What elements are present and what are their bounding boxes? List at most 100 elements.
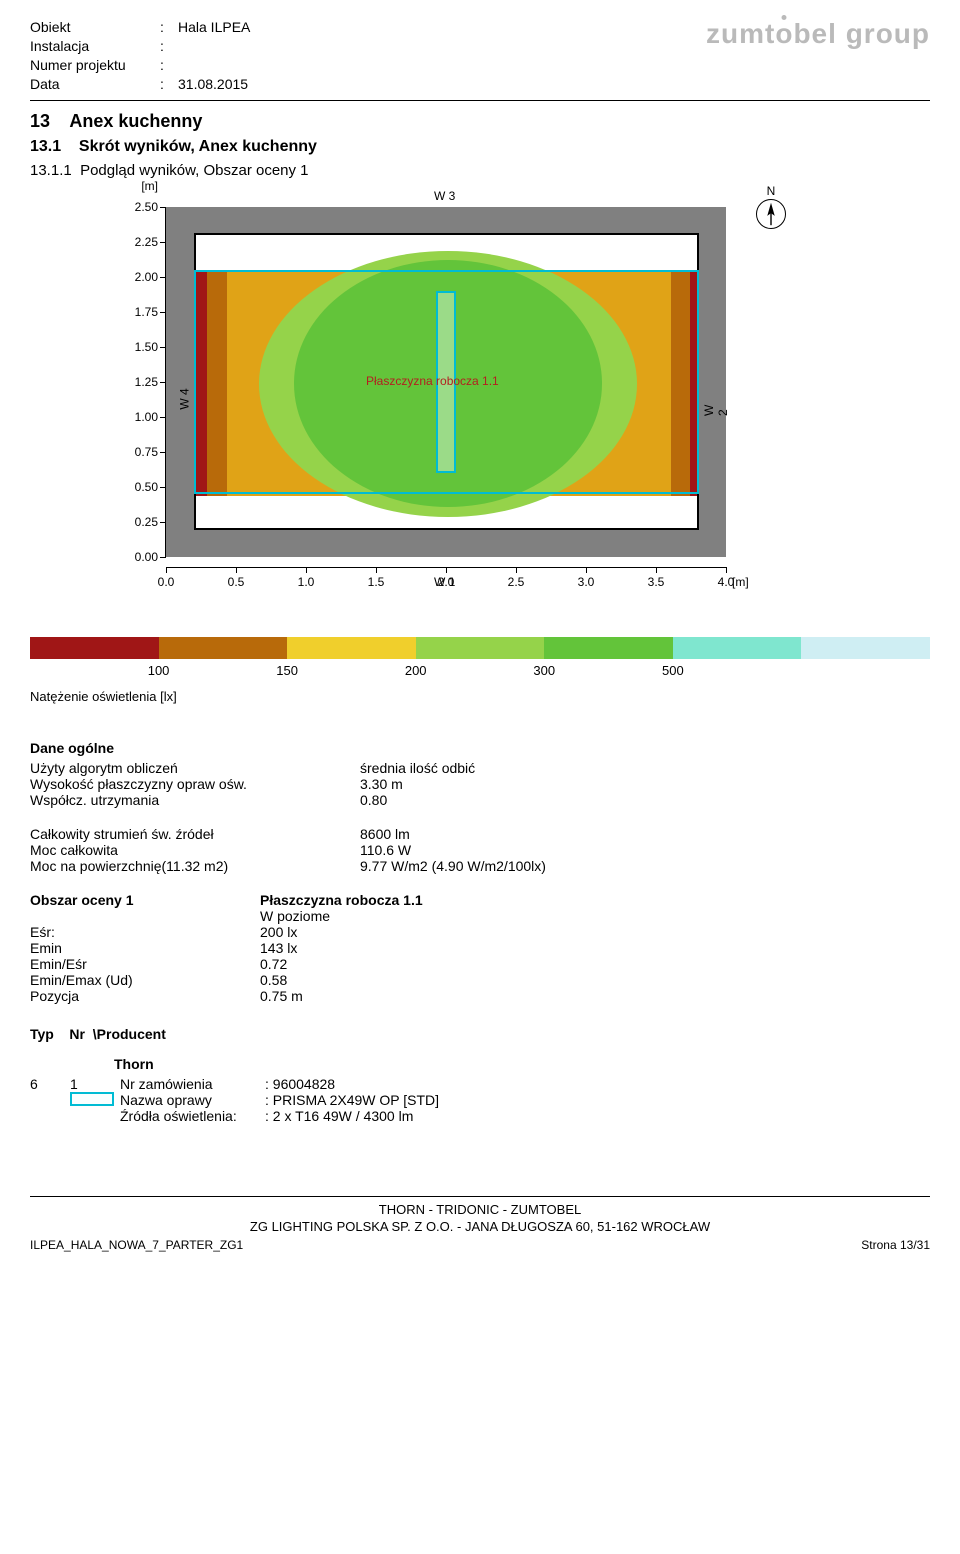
data-row: Pozycja0.75 m bbox=[30, 988, 930, 1004]
color-scale-cell bbox=[416, 637, 545, 659]
color-scale-cell bbox=[159, 637, 288, 659]
col-head-prod: \Producent bbox=[93, 1026, 166, 1042]
meta-label: Instalacja bbox=[30, 37, 160, 56]
data-key: Moc całkowita bbox=[30, 842, 360, 858]
data-value: średnia ilość odbić bbox=[360, 760, 475, 776]
data-value: 200 lx bbox=[260, 924, 297, 940]
data-key: Emin bbox=[30, 940, 260, 956]
y-tick-label: 1.00 bbox=[135, 410, 158, 424]
isoline-chart: [m] 0.000.250.500.751.001.251.501.752.00… bbox=[30, 207, 930, 601]
compass-n-label: N bbox=[767, 184, 776, 198]
data-value: 0.75 m bbox=[260, 988, 303, 1004]
data-row: Emin143 lx bbox=[30, 940, 930, 956]
subsection-text: Skrót wyników, Anex kuchenny bbox=[79, 138, 317, 155]
y-tick-label: 0.25 bbox=[135, 515, 158, 529]
product-line-value: : 96004828 bbox=[265, 1076, 335, 1092]
meta-value: Hala ILPEA bbox=[178, 18, 250, 37]
x-tick-label: 0.0 bbox=[158, 575, 175, 589]
data-key: Współcz. utrzymania bbox=[30, 792, 360, 808]
data-row: Moc całkowita110.6 W bbox=[30, 842, 930, 858]
section-number: 13 bbox=[30, 111, 50, 131]
brand-logo: zumtobel group bbox=[706, 18, 930, 50]
wall-label: W 2 bbox=[702, 396, 730, 416]
meta-row: Instalacja: bbox=[30, 37, 250, 56]
data-row: Użyty algorytm obliczeńśrednia ilość odb… bbox=[30, 760, 930, 776]
meta-row: Data:31.08.2015 bbox=[30, 75, 250, 94]
plot-area: Płaszczyzna robocza 1.1W 3W 1W 4W 2N bbox=[166, 207, 726, 557]
footer-left: ILPEA_HALA_NOWA_7_PARTER_ZG1 bbox=[30, 1238, 243, 1252]
data-value: 0.80 bbox=[360, 792, 387, 808]
data-key: Eśr: bbox=[30, 924, 260, 940]
footer-divider bbox=[30, 1196, 930, 1197]
color-scale-tick-label: 200 bbox=[405, 663, 427, 678]
data-row: Moc na powierzchnię(11.32 m2)9.77 W/m2 (… bbox=[30, 858, 930, 874]
brand-text-right: group bbox=[846, 18, 930, 49]
meta-value: 31.08.2015 bbox=[178, 75, 248, 94]
data-row: Eśr:200 lx bbox=[30, 924, 930, 940]
data-row: Wysokość płaszczyzny opraw ośw.3.30 m bbox=[30, 776, 930, 792]
data-key: Całkowity strumień św. źródeł bbox=[30, 826, 360, 842]
y-tick-label: 1.25 bbox=[135, 375, 158, 389]
data-value: 0.72 bbox=[260, 956, 287, 972]
data-row: Emin/Eśr0.72 bbox=[30, 956, 930, 972]
color-scale-title: Natężenie oświetlenia [lx] bbox=[30, 689, 930, 704]
wall-label: W 4 bbox=[178, 388, 192, 409]
x-tick-label: 3.5 bbox=[648, 575, 665, 589]
data-value: 9.77 W/m2 (4.90 W/m2/100lx) bbox=[360, 858, 546, 874]
data-row: Emin/Emax (Ud)0.58 bbox=[30, 972, 930, 988]
data-key: Moc na powierzchnię(11.32 m2) bbox=[30, 858, 360, 874]
x-tick-label: 3.0 bbox=[578, 575, 595, 589]
y-tick-label: 0.50 bbox=[135, 480, 158, 494]
data-value: 8600 lm bbox=[360, 826, 410, 842]
data-value: 110.6 W bbox=[360, 842, 411, 858]
x-axis: 0.00.51.01.52.02.53.03.54.0[m] bbox=[166, 567, 726, 601]
col-head-typ: Typ bbox=[30, 1026, 54, 1042]
y-tick-label: 0.75 bbox=[135, 445, 158, 459]
color-scale-cell bbox=[30, 637, 159, 659]
y-tick-label: 0.00 bbox=[135, 550, 158, 564]
color-scale-cell bbox=[673, 637, 802, 659]
meta-label: Data bbox=[30, 75, 160, 94]
area-orientation: W poziome bbox=[260, 908, 330, 924]
product-maker: Thorn bbox=[114, 1056, 154, 1072]
product-line: Źródła oświetlenia: : 2 x T16 49W / 4300… bbox=[120, 1108, 439, 1124]
color-scale-bar bbox=[30, 637, 930, 659]
color-scale-cell bbox=[287, 637, 416, 659]
color-scale-tick-label: 300 bbox=[533, 663, 555, 678]
area-data: Obszar oceny 1 Płaszczyzna robocza 1.1 W… bbox=[30, 892, 930, 1004]
data-key: Pozycja bbox=[30, 988, 260, 1004]
color-scale-tick-label: 150 bbox=[276, 663, 298, 678]
general-data-title: Dane ogólne bbox=[30, 740, 930, 756]
x-tick-label: 2.5 bbox=[508, 575, 525, 589]
color-scale-cell bbox=[544, 637, 673, 659]
product-line-key: Źródła oświetlenia: bbox=[120, 1108, 265, 1124]
subsubsection-text: Podgląd wyników, Obszar oceny 1 bbox=[80, 162, 308, 179]
power-data: Całkowity strumień św. źródeł8600 lmMoc … bbox=[30, 826, 930, 874]
x-tick-label: 1.5 bbox=[368, 575, 385, 589]
meta-label: Obiekt bbox=[30, 18, 160, 37]
compass-icon: N bbox=[756, 199, 786, 229]
data-row: Całkowity strumień św. źródeł8600 lm bbox=[30, 826, 930, 842]
meta-block: Obiekt:Hala ILPEAInstalacja:Numer projek… bbox=[30, 18, 250, 94]
subsection-number: 13.1 bbox=[30, 138, 61, 155]
color-scale: 100150200300500 Natężenie oświetlenia [l… bbox=[30, 637, 930, 704]
meta-colon: : bbox=[160, 56, 178, 75]
y-axis: [m] 0.000.250.500.751.001.251.501.752.00… bbox=[116, 207, 166, 557]
y-tick-label: 2.25 bbox=[135, 235, 158, 249]
data-row: Współcz. utrzymania0.80 bbox=[30, 792, 930, 808]
product-details: Nr zamówienia: 96004828Nazwa oprawy: PRI… bbox=[114, 1076, 439, 1124]
page-footer: THORN - TRIDONIC - ZUMTOBEL ZG LIGHTING … bbox=[30, 1196, 930, 1252]
product-nr: 1 bbox=[70, 1076, 114, 1092]
brand-text-o: o bbox=[775, 18, 793, 50]
subsubsection-title: 13.1.1 Podgląd wyników, Obszar oceny 1 bbox=[30, 162, 930, 179]
brand-text-after-o: bel bbox=[793, 18, 845, 49]
x-tick-label: 1.0 bbox=[298, 575, 315, 589]
data-key: Wysokość płaszczyzny opraw ośw. bbox=[30, 776, 360, 792]
brand-dot bbox=[782, 15, 787, 20]
brand-text-left: zumt bbox=[706, 18, 775, 49]
fixture-icon bbox=[70, 1092, 114, 1106]
col-head-nr: Nr bbox=[69, 1026, 85, 1042]
data-key: Użyty algorytm obliczeń bbox=[30, 760, 360, 776]
product-line-key: Nazwa oprawy bbox=[120, 1092, 265, 1108]
header-divider bbox=[30, 100, 930, 101]
